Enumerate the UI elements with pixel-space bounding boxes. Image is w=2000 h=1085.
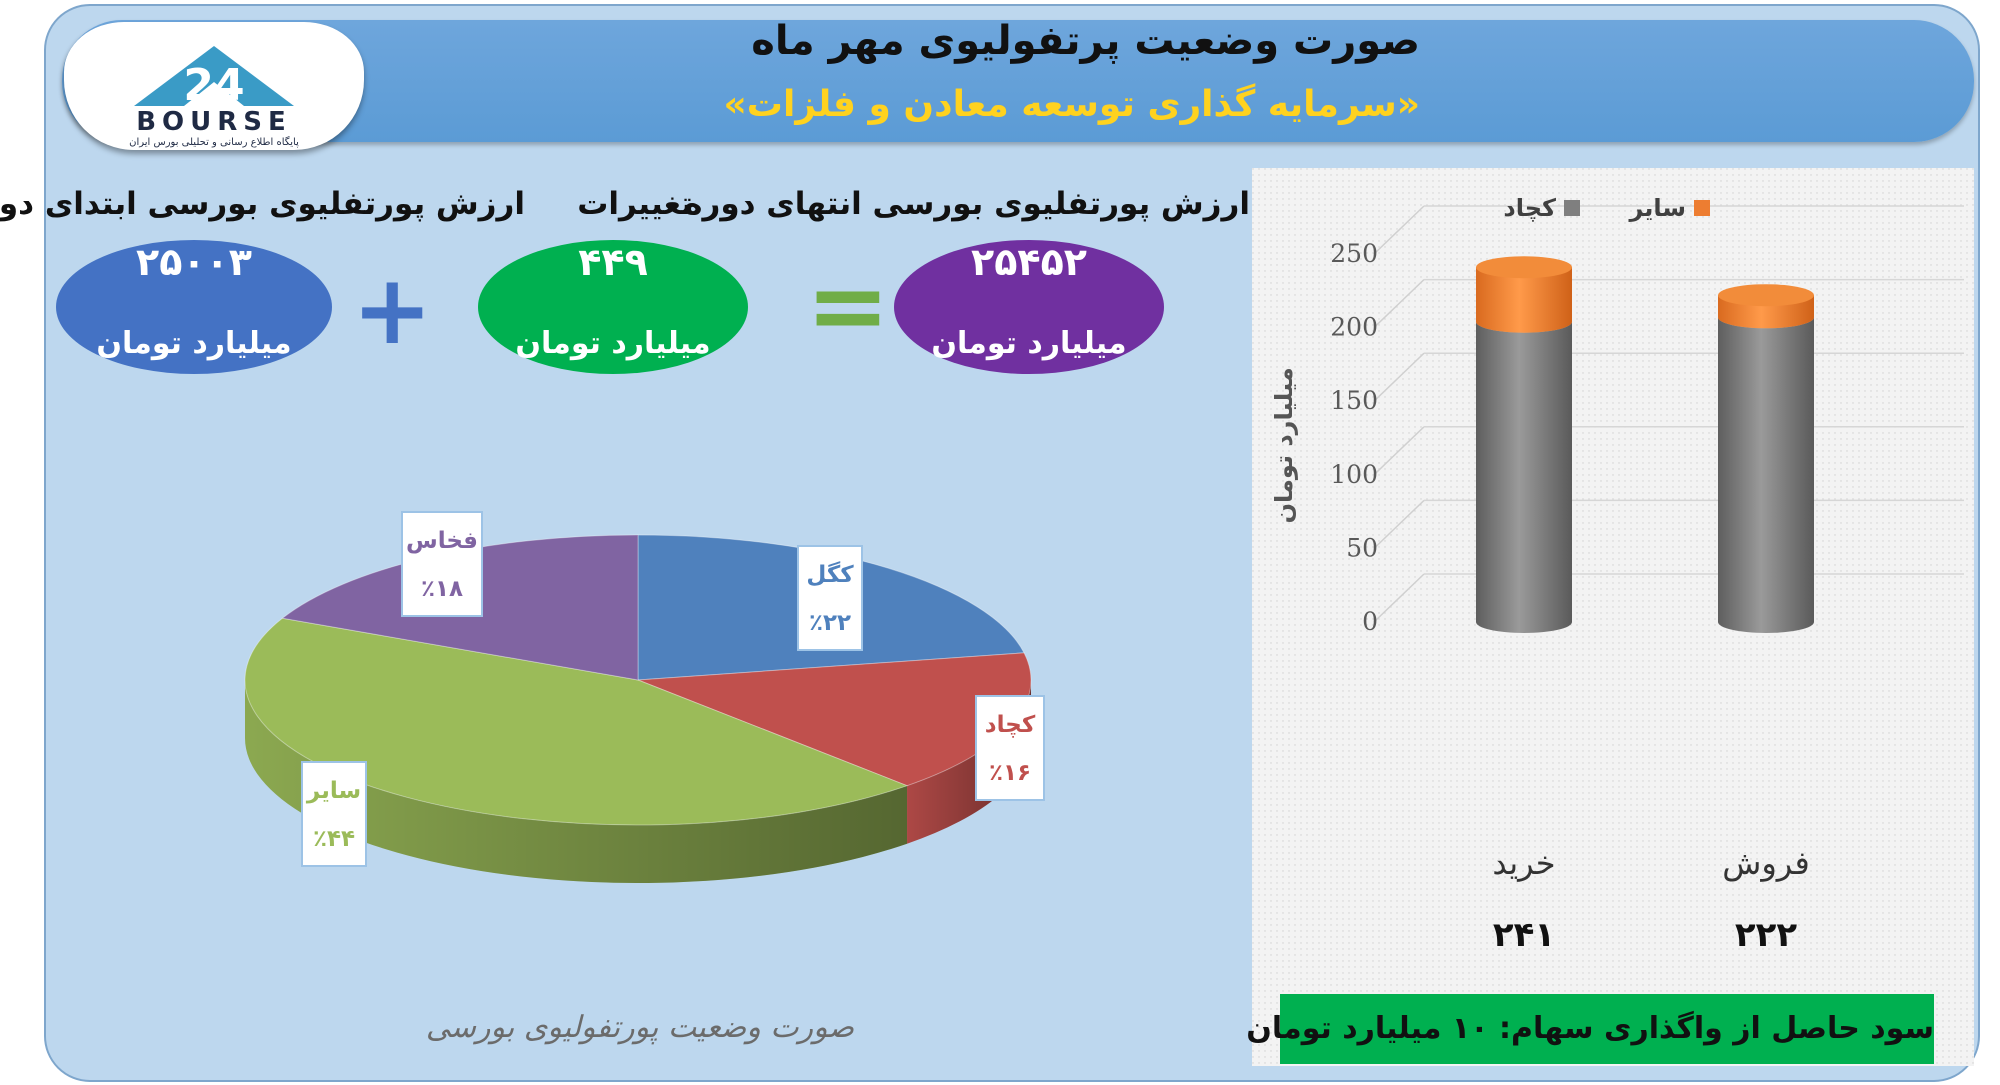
bar-y-tick-label: 50: [1346, 533, 1378, 562]
bar-y-tick-label: 100: [1330, 460, 1378, 489]
bar-کچاد-خرید: [1476, 310, 1572, 633]
pie-chart-title: صورت وضعیت پورتفولیوی بورسی: [425, 1010, 855, 1045]
equals-sign: =: [806, 247, 890, 364]
bar-کچاد-فروش: [1718, 306, 1814, 633]
pie-label-فخاس: فخاس ٪۱۸: [401, 511, 483, 617]
pie-label-name: فخاس: [406, 528, 478, 554]
end-value-ellipse: ۲۵۴۵۲ میلیارد تومان: [894, 240, 1164, 374]
page-subtitle: «سرمایه گذاری توسعه معادن و فلزات»: [723, 84, 1420, 125]
pie-label-name: کچاد: [985, 712, 1036, 738]
start-value-ellipse: ۲۵۰۰۳ میلیارد تومان: [56, 240, 332, 374]
pie-label-name: کگل: [806, 561, 854, 588]
pie-label-percent: ٪۴۴: [313, 826, 355, 852]
end-value-unit: میلیارد تومان: [931, 326, 1127, 361]
start-value: ۲۵۰۰۳: [136, 240, 252, 284]
bar-chart-panel: 0 50 100 150 200 250 خرید ۲۴۱ فروش ۲۲۲ سایر کچاد …: [1252, 168, 1974, 1066]
pie-label-سایر: سایر ٪۴۴: [301, 761, 367, 867]
profit-note: سود حاصل از واگذاری سهام: ۱۰ میلیارد توم…: [1246, 994, 1934, 1064]
bar-category-label: خرید: [1492, 844, 1555, 882]
end-value-label: ارزش پورتفلیوی بورسی انتهای دوره: [684, 186, 1250, 222]
legend-سایر: سایر: [1628, 194, 1710, 222]
logo-number: 24: [183, 60, 244, 111]
change-label: تغییرات: [577, 186, 693, 222]
pie-label-percent: ٪۱۶: [989, 760, 1031, 786]
end-value: ۲۵۴۵۲: [971, 240, 1087, 284]
pie-slice-سایر: [244, 617, 909, 826]
pie-label-name: سایر: [306, 778, 361, 804]
pie-label-percent: ٪۱۸: [421, 576, 463, 602]
bar-y-tick-label: 0: [1362, 607, 1378, 636]
pie-label-کگل: کگل ٪۲۲: [797, 545, 863, 651]
page-title: صورت وضعیت پرتفولیوی مهر ماه: [751, 18, 1420, 64]
bar-y-tick-label: 150: [1330, 386, 1378, 415]
logo-text: BOURSE: [136, 107, 292, 137]
svg-text:سایر: سایر: [1628, 194, 1686, 222]
pie-side-سایر: [245, 680, 908, 883]
start-value-label: ارزش پورتفلیوی بورسی ابتدای دوره: [0, 186, 525, 222]
plus-sign: +: [352, 254, 433, 366]
pie-chart: کگل ٪۲۲ کچاد ٪۱۶ سایر ٪۴۴ فخاس ٪۱۸: [244, 511, 1045, 883]
header-banner: [62, 20, 1974, 142]
bar-category-label: فروش: [1722, 844, 1809, 882]
logo: 24 BOURSE پایگاه اطلاع رسانی و تحلیلی بو…: [64, 22, 364, 150]
bar-سایر-فروش: [1718, 284, 1814, 329]
bar-سایر-خرید: [1476, 256, 1572, 333]
logo-caption: پایگاه اطلاع رسانی و تحلیلی بورس ایران: [129, 136, 299, 148]
svg-text:کچاد: کچاد: [1503, 194, 1556, 222]
pie-label-کچاد: کچاد ٪۱۶: [975, 695, 1045, 801]
change-ellipse: ۴۴۹ میلیارد تومان: [478, 240, 748, 374]
bar-category-total: ۲۲۲: [1735, 915, 1798, 955]
bar-y-tick-label: 250: [1330, 239, 1378, 268]
start-value-unit: میلیارد تومان: [96, 326, 292, 361]
bar-category-total: ۲۴۱: [1493, 915, 1555, 955]
pie-label-percent: ٪۲۲: [809, 610, 851, 636]
bar-y-axis-label: میلیارد تومان: [1270, 367, 1298, 523]
pie-side-کچاد: [907, 680, 1031, 844]
change-unit: میلیارد تومان: [515, 326, 711, 361]
change-value: ۴۴۹: [578, 240, 648, 284]
bar-y-tick-label: 200: [1330, 313, 1378, 342]
legend-کچاد: کچاد: [1503, 194, 1580, 222]
